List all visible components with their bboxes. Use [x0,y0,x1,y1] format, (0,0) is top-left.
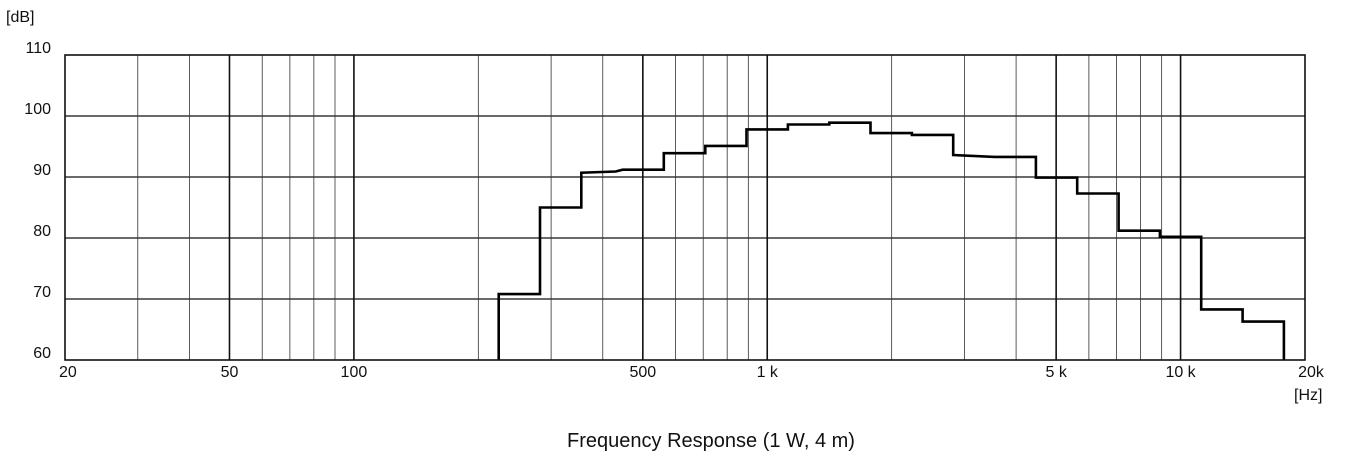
x-tick-label: 100 [341,364,368,381]
plot-frame [64,54,1306,361]
frequency-response-line [497,121,1286,360]
y-tick-label: 80 [33,223,51,240]
y-tick-label: 100 [24,101,51,118]
y-axis-label: [dB] [6,9,34,26]
axis-text-layer: [dB] [Hz] Frequency Response (1 W, 4 m) … [6,9,1325,452]
series-layer [497,121,1286,360]
x-tick-label: 20 [59,364,77,381]
y-tick-label: 70 [33,284,51,301]
x-tick-label: 10 k [1165,364,1196,381]
chart-title: Frequency Response (1 W, 4 m) [567,430,855,452]
x-tick-label: 5 k [1045,364,1067,381]
grid-layer [65,55,1305,360]
x-tick-label: 50 [221,364,239,381]
y-tick-label: 90 [33,162,51,179]
x-axis-label: [Hz] [1294,387,1322,404]
x-tick-label: 1 k [757,364,779,381]
y-tick-label: 60 [33,345,51,362]
x-tick-label: 20k [1298,364,1325,381]
x-tick-label: 500 [629,364,656,381]
y-tick-label: 110 [25,40,51,57]
